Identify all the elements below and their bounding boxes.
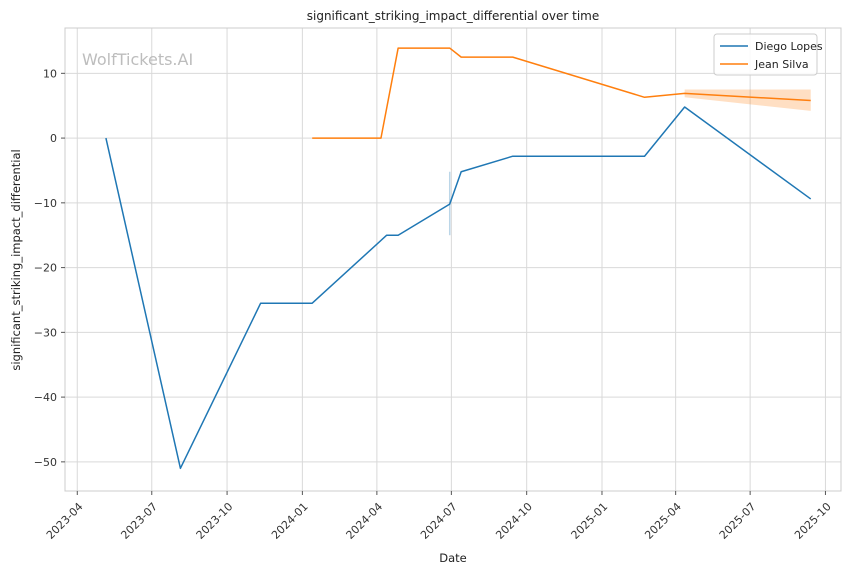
- legend: Diego Lopes Jean Silva: [713, 33, 823, 76]
- grid: [65, 28, 841, 491]
- series-lines: [104, 46, 812, 470]
- legend-label-jean-silva: Jean Silva: [754, 58, 809, 71]
- point-jean-silva: [511, 56, 514, 59]
- point-diego-lopes: [259, 302, 262, 305]
- point-jean-silva: [460, 56, 463, 59]
- x-axis-label: Date: [439, 551, 467, 565]
- y-tick-label: −10: [34, 197, 57, 210]
- series-line-diego-lopes: [105, 106, 812, 470]
- point-jean-silva: [448, 46, 451, 49]
- series-line-jean-silva: [312, 47, 811, 139]
- y-tick-label: −50: [34, 456, 57, 469]
- chart-title: significant_striking_impact_differential…: [307, 9, 599, 23]
- point-diego-lopes: [643, 155, 646, 158]
- y-axis-label: significant_striking_impact_differential: [9, 149, 23, 370]
- point-diego-lopes: [448, 203, 451, 206]
- legend-label-diego-lopes: Diego Lopes: [755, 40, 823, 53]
- y-ticks: 10 0 −10 −20 −30 −40 −50: [34, 67, 65, 469]
- y-tick-label: 0: [50, 132, 57, 145]
- point-diego-lopes: [397, 234, 400, 237]
- point-jean-silva: [379, 136, 382, 139]
- y-tick-label: −20: [34, 262, 57, 275]
- watermark: WolfTickets.AI: [82, 50, 193, 69]
- y-tick-label: −30: [34, 326, 57, 339]
- point-diego-lopes: [460, 170, 463, 173]
- point-diego-lopes: [104, 136, 107, 139]
- point-diego-lopes: [179, 467, 182, 470]
- point-jean-silva: [683, 92, 686, 95]
- point-diego-lopes: [809, 197, 812, 200]
- point-jean-silva: [311, 136, 314, 139]
- point-diego-lopes: [683, 105, 686, 108]
- plot-frame: [64, 27, 842, 492]
- point-diego-lopes: [511, 155, 514, 158]
- point-diego-lopes: [385, 234, 388, 237]
- point-jean-silva: [809, 99, 812, 102]
- y-tick-label: 10: [43, 67, 57, 80]
- point-jean-silva: [643, 96, 646, 99]
- y-tick-label: −40: [34, 391, 57, 404]
- point-diego-lopes: [311, 302, 314, 305]
- point-jean-silva: [397, 46, 400, 49]
